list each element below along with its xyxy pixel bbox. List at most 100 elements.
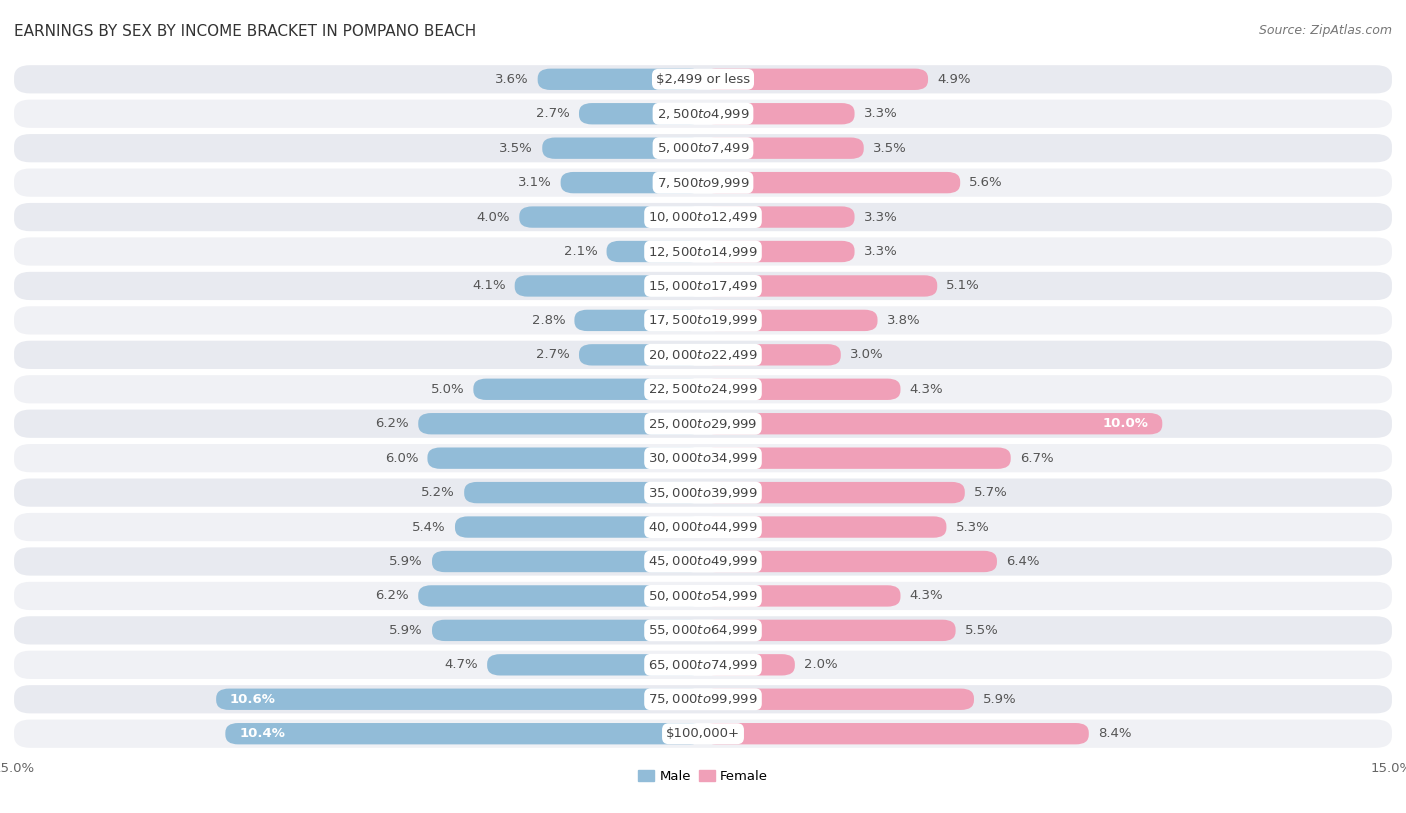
FancyBboxPatch shape (703, 689, 974, 710)
FancyBboxPatch shape (703, 344, 841, 366)
FancyBboxPatch shape (14, 513, 1392, 541)
FancyBboxPatch shape (427, 447, 703, 469)
FancyBboxPatch shape (575, 310, 703, 331)
FancyBboxPatch shape (14, 547, 1392, 576)
Text: 8.4%: 8.4% (1098, 727, 1132, 740)
Text: 6.7%: 6.7% (1019, 452, 1053, 465)
FancyBboxPatch shape (432, 551, 703, 572)
Text: 6.2%: 6.2% (375, 589, 409, 602)
Text: 10.6%: 10.6% (231, 693, 276, 706)
Text: 5.6%: 5.6% (969, 176, 1002, 189)
Text: $35,000 to $39,999: $35,000 to $39,999 (648, 485, 758, 500)
Text: 6.2%: 6.2% (375, 417, 409, 430)
FancyBboxPatch shape (14, 307, 1392, 334)
Text: 4.1%: 4.1% (472, 280, 506, 293)
FancyBboxPatch shape (225, 723, 703, 745)
FancyBboxPatch shape (703, 482, 965, 503)
FancyBboxPatch shape (703, 654, 794, 676)
FancyBboxPatch shape (14, 100, 1392, 128)
Text: 5.0%: 5.0% (430, 383, 464, 396)
FancyBboxPatch shape (14, 650, 1392, 679)
Text: 3.5%: 3.5% (873, 141, 907, 154)
Text: $2,500 to $4,999: $2,500 to $4,999 (657, 107, 749, 121)
FancyBboxPatch shape (14, 237, 1392, 266)
Text: 5.4%: 5.4% (412, 520, 446, 533)
Text: $2,499 or less: $2,499 or less (657, 73, 749, 86)
FancyBboxPatch shape (14, 479, 1392, 506)
FancyBboxPatch shape (703, 413, 1163, 434)
Text: $10,000 to $12,499: $10,000 to $12,499 (648, 210, 758, 224)
Text: 2.8%: 2.8% (531, 314, 565, 327)
Text: 5.9%: 5.9% (389, 555, 423, 568)
Text: 4.3%: 4.3% (910, 589, 943, 602)
Text: $65,000 to $74,999: $65,000 to $74,999 (648, 658, 758, 672)
FancyBboxPatch shape (606, 241, 703, 262)
Text: 4.0%: 4.0% (477, 211, 510, 224)
FancyBboxPatch shape (703, 447, 1011, 469)
Text: $15,000 to $17,499: $15,000 to $17,499 (648, 279, 758, 293)
Text: 5.3%: 5.3% (956, 520, 990, 533)
FancyBboxPatch shape (703, 276, 938, 297)
Text: 5.5%: 5.5% (965, 624, 998, 637)
FancyBboxPatch shape (515, 276, 703, 297)
FancyBboxPatch shape (579, 103, 703, 124)
FancyBboxPatch shape (579, 344, 703, 366)
Text: 3.8%: 3.8% (887, 314, 921, 327)
FancyBboxPatch shape (14, 685, 1392, 713)
Legend: Male, Female: Male, Female (633, 764, 773, 788)
Text: 10.4%: 10.4% (239, 727, 285, 740)
Text: EARNINGS BY SEX BY INCOME BRACKET IN POMPANO BEACH: EARNINGS BY SEX BY INCOME BRACKET IN POM… (14, 24, 477, 39)
Text: $5,000 to $7,499: $5,000 to $7,499 (657, 141, 749, 155)
Text: $50,000 to $54,999: $50,000 to $54,999 (648, 589, 758, 603)
FancyBboxPatch shape (703, 241, 855, 262)
FancyBboxPatch shape (217, 689, 703, 710)
FancyBboxPatch shape (703, 516, 946, 537)
FancyBboxPatch shape (703, 103, 855, 124)
FancyBboxPatch shape (703, 310, 877, 331)
FancyBboxPatch shape (464, 482, 703, 503)
Text: $7,500 to $9,999: $7,500 to $9,999 (657, 176, 749, 189)
Text: 5.7%: 5.7% (974, 486, 1008, 499)
FancyBboxPatch shape (703, 172, 960, 193)
FancyBboxPatch shape (14, 168, 1392, 197)
FancyBboxPatch shape (14, 616, 1392, 645)
FancyBboxPatch shape (561, 172, 703, 193)
FancyBboxPatch shape (14, 375, 1392, 403)
FancyBboxPatch shape (486, 654, 703, 676)
FancyBboxPatch shape (14, 65, 1392, 93)
Text: 3.1%: 3.1% (517, 176, 551, 189)
FancyBboxPatch shape (14, 720, 1392, 748)
Text: 5.2%: 5.2% (422, 486, 456, 499)
Text: 5.9%: 5.9% (389, 624, 423, 637)
Text: 10.0%: 10.0% (1102, 417, 1149, 430)
FancyBboxPatch shape (703, 551, 997, 572)
FancyBboxPatch shape (703, 379, 900, 400)
FancyBboxPatch shape (14, 444, 1392, 472)
FancyBboxPatch shape (703, 723, 1088, 745)
Text: 5.1%: 5.1% (946, 280, 980, 293)
Text: 4.9%: 4.9% (938, 73, 970, 86)
Text: $45,000 to $49,999: $45,000 to $49,999 (648, 554, 758, 568)
Text: $25,000 to $29,999: $25,000 to $29,999 (648, 417, 758, 431)
Text: 2.7%: 2.7% (536, 348, 569, 361)
Text: 3.3%: 3.3% (863, 245, 897, 258)
FancyBboxPatch shape (14, 410, 1392, 438)
Text: 6.4%: 6.4% (1007, 555, 1039, 568)
FancyBboxPatch shape (14, 134, 1392, 163)
Text: $40,000 to $44,999: $40,000 to $44,999 (648, 520, 758, 534)
FancyBboxPatch shape (703, 137, 863, 159)
FancyBboxPatch shape (703, 620, 956, 641)
Text: 4.3%: 4.3% (910, 383, 943, 396)
Text: $22,500 to $24,999: $22,500 to $24,999 (648, 382, 758, 396)
Text: $20,000 to $22,499: $20,000 to $22,499 (648, 348, 758, 362)
Text: 2.7%: 2.7% (536, 107, 569, 120)
FancyBboxPatch shape (456, 516, 703, 537)
Text: 6.0%: 6.0% (385, 452, 418, 465)
FancyBboxPatch shape (703, 585, 900, 606)
FancyBboxPatch shape (14, 341, 1392, 369)
FancyBboxPatch shape (418, 585, 703, 606)
Text: 3.0%: 3.0% (851, 348, 883, 361)
Text: 3.5%: 3.5% (499, 141, 533, 154)
FancyBboxPatch shape (432, 620, 703, 641)
Text: 2.0%: 2.0% (804, 659, 838, 672)
